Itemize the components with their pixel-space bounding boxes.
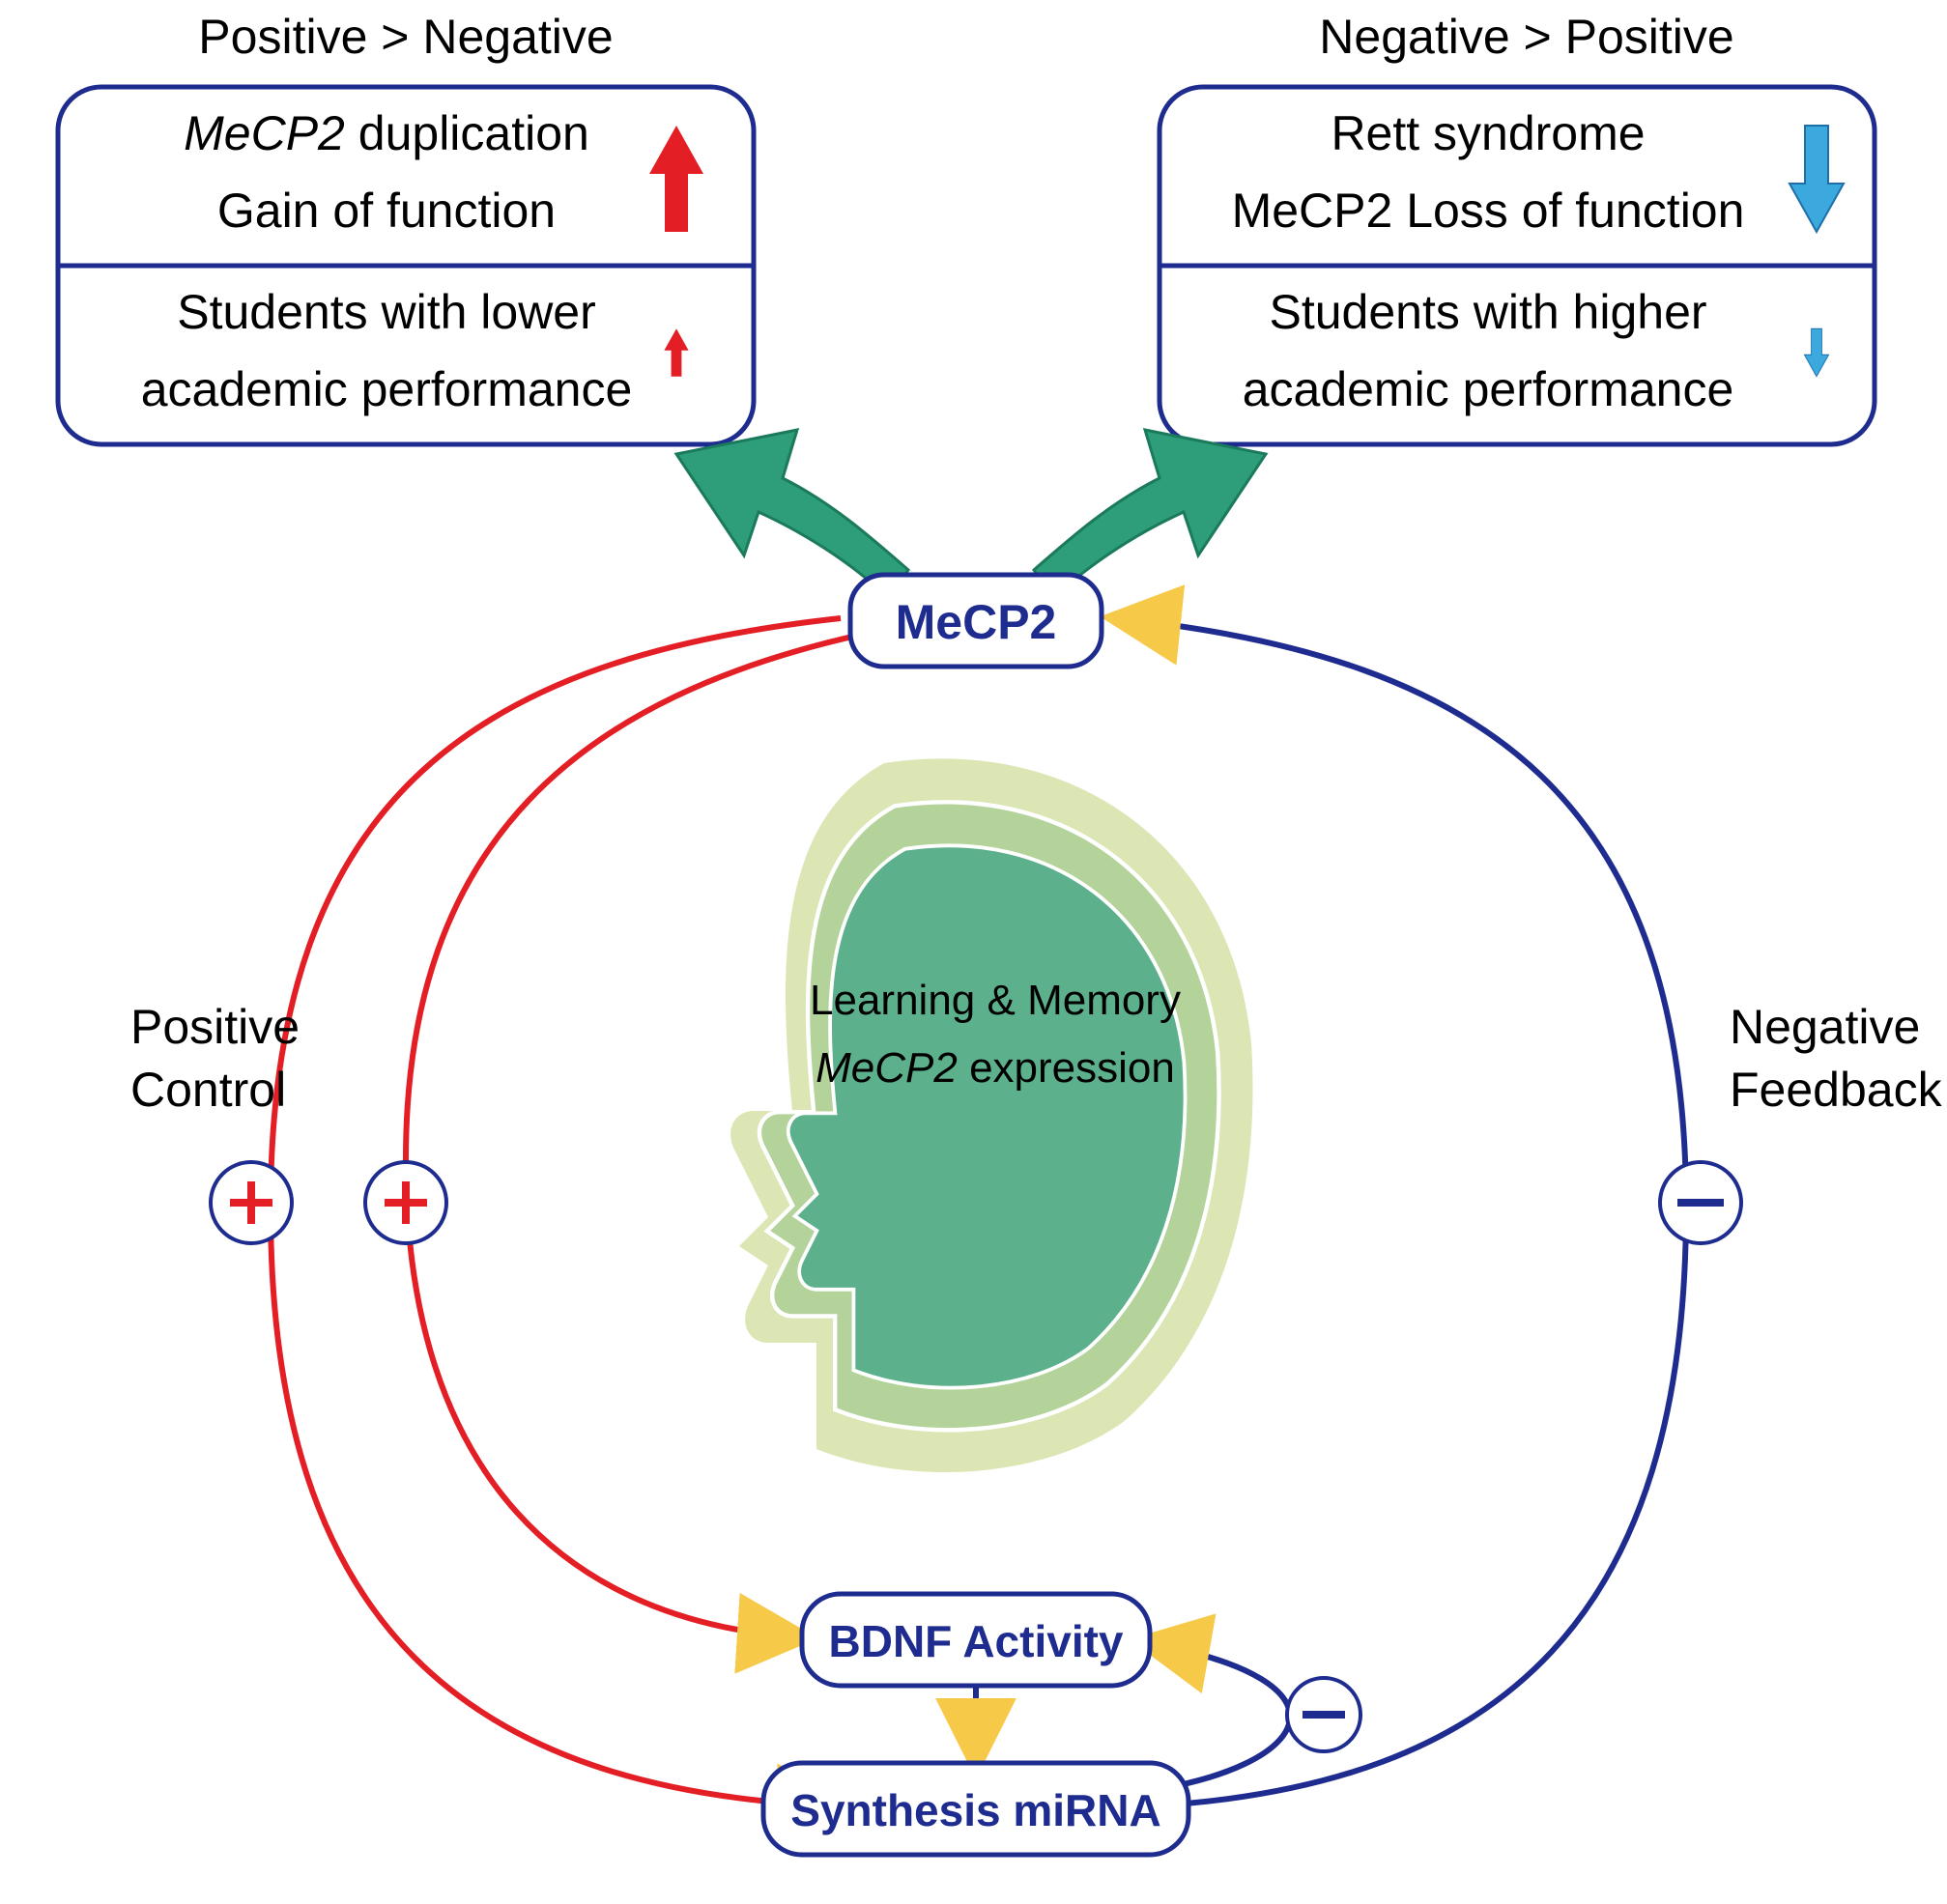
positive-control-l1: Positive (130, 1000, 300, 1054)
tl-r2-l1: Students with lower (177, 285, 596, 339)
plus-sign-outer-icon (211, 1162, 292, 1243)
positive-control-l2: Control (130, 1063, 286, 1117)
plus-sign-inner-icon (365, 1162, 446, 1243)
tr-r1-l1: Rett syndrome (1331, 106, 1645, 160)
tl-r2-l2: academic performance (141, 362, 633, 416)
head-text-line1: Learning & Memory (810, 977, 1181, 1024)
tl-r1-l2: Gain of function (217, 184, 556, 238)
tr-r1-l2: MeCP2 Loss of function (1232, 184, 1745, 238)
node-bdnf: BDNF Activity (802, 1594, 1150, 1686)
negative-feedback-l2: Feedback (1730, 1063, 1943, 1117)
minus-sign-small-icon (1287, 1678, 1360, 1751)
top-right-group: Negative > Positive Rett syndrome MeCP2 … (1160, 10, 1875, 444)
top-left-header: Positive > Negative (198, 10, 613, 64)
head-text-line2: MeCP2 expression (816, 1044, 1175, 1092)
path-red-outer (271, 618, 841, 1806)
negative-feedback-l1: Negative (1730, 1000, 1920, 1054)
tl-r1-l1: MeCP2 duplication (184, 106, 589, 160)
minus-sign-outer-icon (1660, 1162, 1741, 1243)
green-arrow-left-icon (676, 430, 908, 599)
tr-r2-l1: Students with higher (1269, 285, 1706, 339)
node-bdnf-label: BDNF Activity (829, 1616, 1124, 1666)
node-mecp2-label: MeCP2 (896, 595, 1057, 649)
tr-r2-l2: academic performance (1243, 362, 1734, 416)
node-mirna-label: Synthesis miRNA (790, 1785, 1160, 1835)
node-mirna: Synthesis miRNA (763, 1763, 1188, 1855)
top-right-header: Negative > Positive (1319, 10, 1733, 64)
node-mecp2: MeCP2 (850, 575, 1102, 667)
head-silhouette-icon (730, 758, 1252, 1472)
top-left-group: Positive > Negative MeCP2 duplication Ga… (58, 10, 754, 444)
